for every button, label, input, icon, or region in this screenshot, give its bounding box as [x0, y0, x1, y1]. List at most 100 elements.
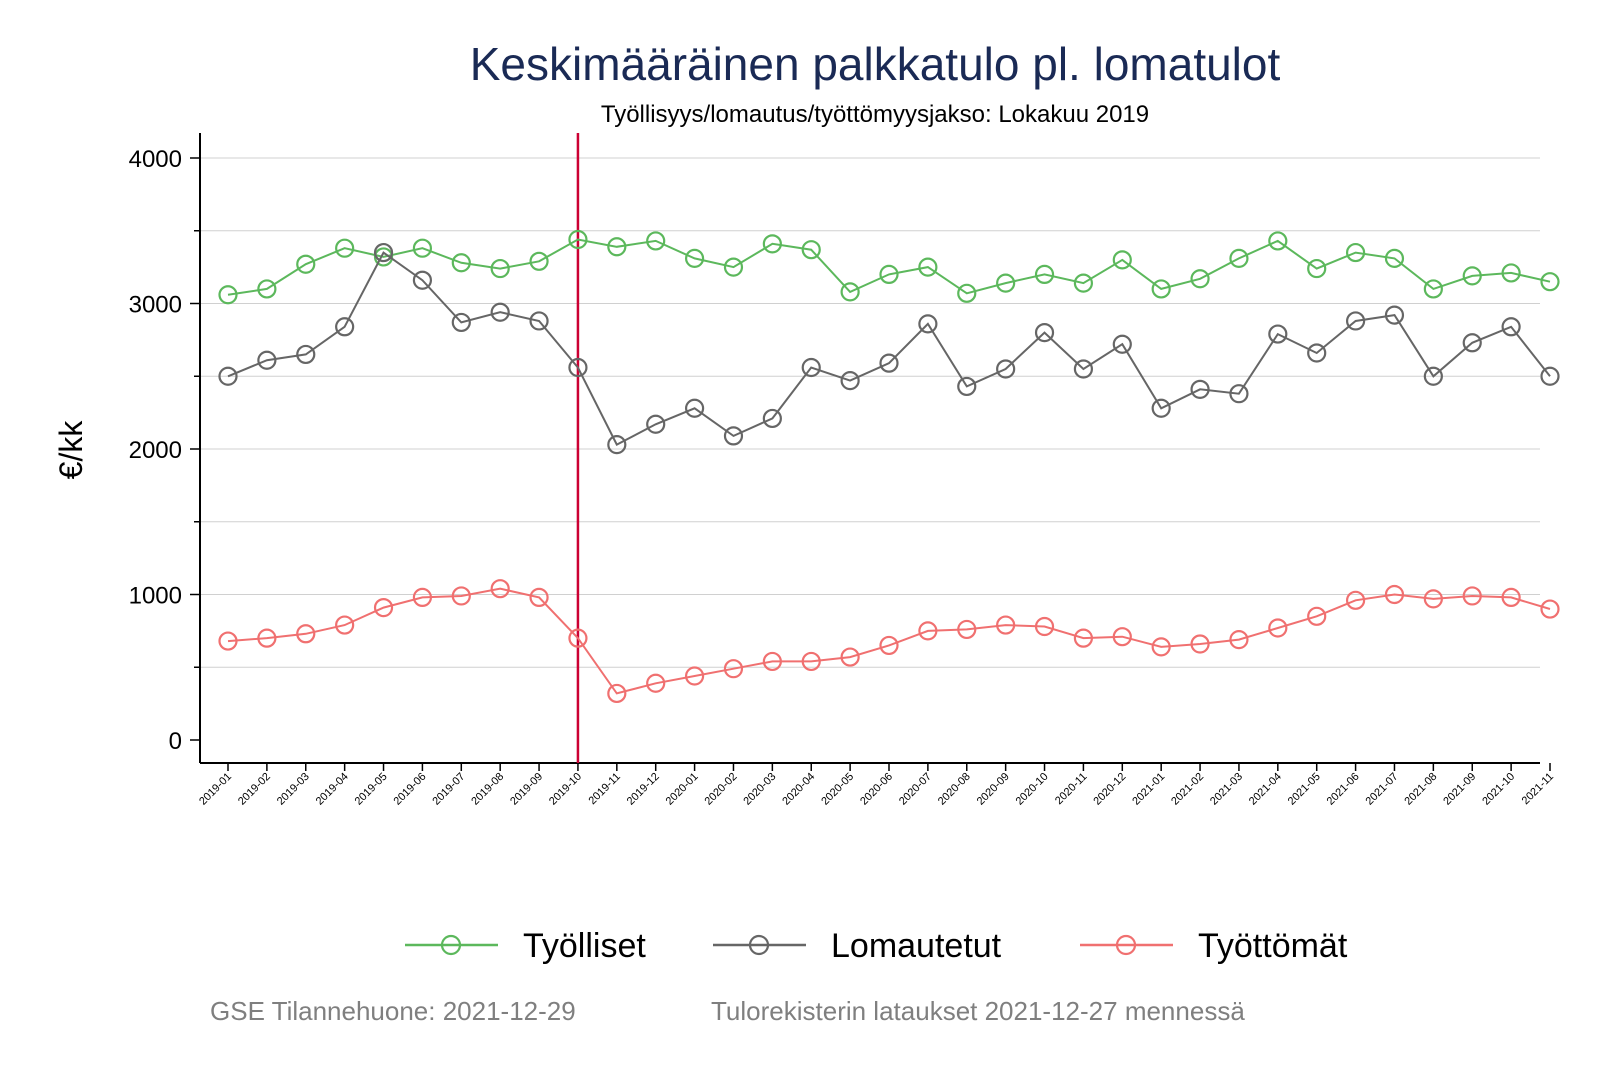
- data-point: [762, 408, 782, 429]
- gridlines: [200, 157, 1540, 668]
- legend-item: Lomautetut: [713, 927, 1002, 965]
- data-point: [1151, 398, 1171, 418]
- legend: Työlliset Lomautetut Työttömät: [405, 927, 1348, 965]
- x-tick-label: 2021-07: [1364, 771, 1401, 808]
- data-point: [801, 651, 821, 672]
- series-1: [218, 229, 1560, 305]
- data-point: [1462, 586, 1482, 606]
- x-tick-label: 2021-08: [1402, 771, 1439, 808]
- x-tick-label: 2019-07: [430, 771, 467, 808]
- axes: [199, 133, 1540, 764]
- data-point: [296, 624, 316, 644]
- series-line: [227, 251, 1551, 446]
- x-tick-label: 2019-11: [586, 771, 622, 807]
- y-tick-label: 0: [169, 728, 182, 755]
- data-point: [257, 279, 277, 299]
- data-point: [723, 257, 744, 277]
- data-point: [490, 302, 510, 322]
- x-tick-label: 2020-10: [1014, 771, 1051, 808]
- data-point: [1384, 305, 1405, 325]
- x-tick-label: 2019-09: [508, 771, 545, 808]
- data-point: [373, 242, 394, 263]
- data-point: [762, 651, 782, 672]
- data-point: [1112, 250, 1132, 270]
- y-axis-ticks: 0 1000 2000 3000 4000: [129, 146, 200, 755]
- data-point: [607, 435, 627, 455]
- data-point: [1073, 628, 1094, 648]
- data-point: [568, 357, 588, 378]
- data-point: [1423, 589, 1443, 609]
- data-point: [451, 253, 471, 273]
- data-point: [335, 238, 355, 258]
- data-point: [1268, 324, 1288, 344]
- y-tick-label: 2000: [129, 437, 182, 464]
- y-axis-label: €/kk: [53, 420, 89, 480]
- data-point: [412, 238, 433, 258]
- data-point: [879, 353, 899, 373]
- data-point: [1073, 359, 1094, 379]
- x-tick-label: 2019-03: [275, 771, 312, 808]
- data-point: [1112, 334, 1132, 354]
- legend-label: Työlliset: [523, 927, 646, 965]
- y-tick-label: 1000: [129, 583, 182, 610]
- data-point: [607, 683, 627, 704]
- data-point: [1229, 248, 1249, 268]
- x-tick-label: 2021-01: [1130, 771, 1167, 808]
- data-point: [412, 587, 433, 608]
- data-point: [1073, 273, 1094, 293]
- data-point: [646, 414, 666, 434]
- data-point: [840, 371, 860, 391]
- data-point: [490, 579, 510, 599]
- data-point: [1229, 384, 1249, 404]
- data-point: [296, 254, 316, 274]
- data-point: [918, 621, 938, 641]
- data-point: [1462, 266, 1482, 286]
- data-point: [684, 666, 705, 686]
- x-tick-label: 2021-10: [1480, 771, 1517, 808]
- chart-title: Keskimääräinen palkkatulo pl. lomatulot: [470, 38, 1281, 90]
- data-point: [996, 615, 1016, 635]
- data-point: [1423, 279, 1443, 299]
- x-tick-label: 2021-03: [1208, 771, 1245, 808]
- data-point: [1268, 618, 1288, 638]
- data-point: [918, 314, 938, 334]
- data-point: [723, 659, 744, 679]
- data-point: [879, 635, 899, 656]
- data-point: [451, 312, 471, 333]
- data-point: [1307, 258, 1327, 279]
- y-tick-label: 3000: [129, 292, 182, 319]
- x-tick-label: 2020-05: [819, 771, 856, 808]
- x-tick-label: 2020-09: [975, 771, 1012, 808]
- data-point: [1501, 263, 1521, 283]
- data-point: [1151, 637, 1171, 657]
- x-tick-label: 2021-02: [1169, 771, 1206, 808]
- data-point: [723, 426, 744, 446]
- x-tick-label: 2019-05: [353, 771, 390, 808]
- data-point: [1540, 272, 1560, 292]
- x-tick-label: 2019-02: [236, 771, 273, 808]
- data-point: [957, 619, 977, 640]
- data-point: [879, 264, 899, 284]
- data-point: [257, 350, 277, 370]
- data-point: [218, 285, 238, 305]
- legend-swatch-marker: [1115, 934, 1137, 956]
- data-point: [568, 628, 588, 648]
- x-tick-label: 2021-05: [1286, 771, 1323, 808]
- x-tick-label: 2021-04: [1247, 771, 1284, 808]
- data-point: [1268, 231, 1288, 251]
- x-tick-label: 2020-01: [664, 771, 701, 808]
- data-point: [373, 597, 394, 618]
- legend-swatch-marker: [440, 934, 462, 956]
- legend-label: Työttömät: [1198, 927, 1348, 965]
- x-tick-label: 2020-11: [1053, 771, 1089, 807]
- data-point: [840, 282, 860, 302]
- data-point: [1307, 343, 1327, 363]
- series-2: [218, 242, 1560, 455]
- series-line: [227, 587, 1551, 695]
- data-point: [218, 366, 238, 386]
- data-point: [568, 229, 588, 250]
- legend-swatch-marker: [748, 934, 770, 956]
- chart-subtitle: Työllisyys/lomautus/työttömyysjakso: Lok…: [601, 101, 1149, 128]
- data-point: [646, 673, 666, 693]
